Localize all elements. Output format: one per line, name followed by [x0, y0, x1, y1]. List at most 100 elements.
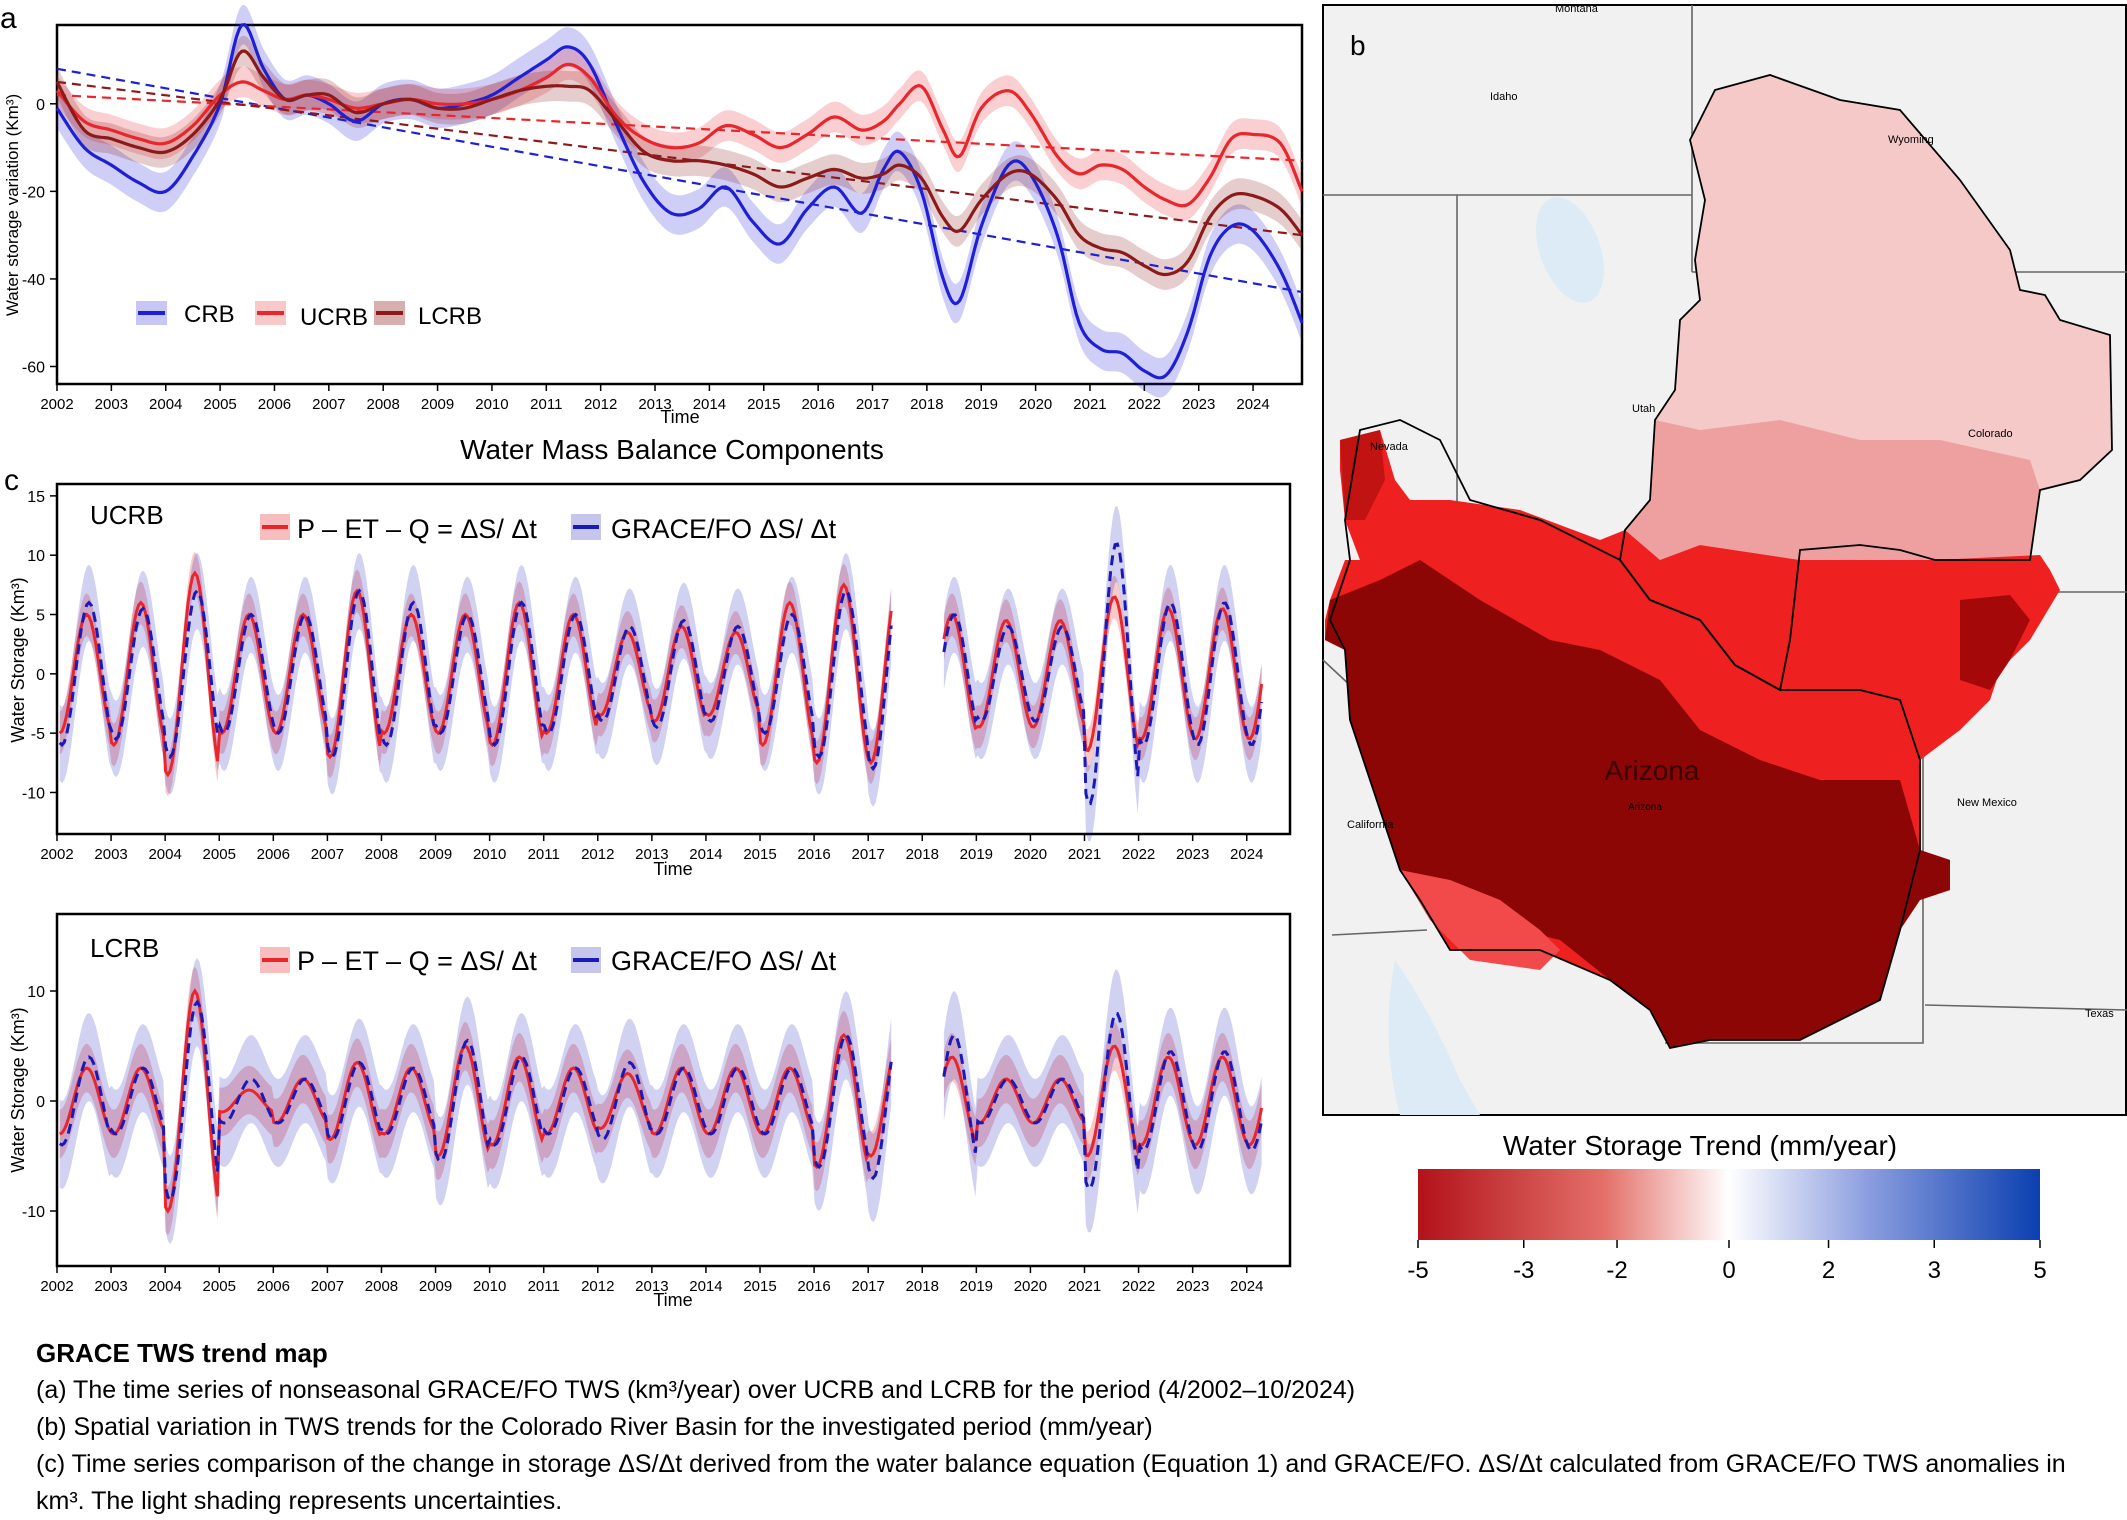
x-tick-label: 2012	[584, 396, 617, 413]
x-tick-label: 2011	[530, 396, 562, 413]
panel-a-letter: a	[0, 2, 17, 35]
map-label-arizona: Arizona	[1605, 755, 1700, 786]
caption-line-a: (a) The time series of nonseasonal GRACE…	[36, 1376, 1356, 1404]
lcrb-name: LCRB	[90, 933, 159, 963]
uncertainty-band	[59, 958, 892, 1244]
x-tick-label: 2013	[635, 1278, 668, 1295]
x-tick-label: 2009	[421, 396, 454, 413]
ucrb-legend: P – ET – Q = ΔS/ Δt GRACE/FO ΔS/ Δt	[260, 514, 837, 544]
ucrb-axes: 2002 2003 2004 2005 2006 2007 2008 2009 2010 2011…	[22, 489, 1264, 863]
y-tick-label: 15	[27, 489, 45, 506]
ucrb-plot	[58, 506, 1264, 842]
trend-line	[56, 93, 1303, 162]
raster-southwest-pink	[1400, 870, 1560, 970]
x-tick-label: 2011	[528, 1278, 560, 1295]
y-tick-label: 0	[36, 97, 45, 114]
x-tick-label: 2005	[203, 1278, 236, 1295]
x-tick-label: 2009	[419, 846, 452, 863]
water-balance-line	[59, 988, 893, 1214]
x-tick-label: 2008	[367, 396, 400, 413]
x-tick-label: 2016	[797, 846, 830, 863]
x-tick-label: 2017	[851, 846, 884, 863]
colorbar-ticks: -5 -3 -2 0 2 3 5	[1407, 1240, 2047, 1284]
panel-b-letter: b	[1350, 30, 1366, 61]
x-tick-label: 2021	[1068, 1278, 1101, 1295]
x-tick-label: 2008	[365, 846, 398, 863]
panel-a-ylabel: Water storage variation (Km³)	[3, 94, 22, 316]
x-tick-label: 2009	[419, 1278, 452, 1295]
panel-c-ucrb: 2002 2003 2004 2005 2006 2007 2008 2009 2010 2011…	[8, 482, 1292, 879]
water-balance-line	[58, 570, 893, 778]
state-label-idaho: Idaho	[1490, 91, 1518, 103]
x-tick-label: 2004	[149, 396, 182, 413]
x-tick-label: 2005	[203, 846, 236, 863]
grace-line	[942, 1011, 1264, 1191]
x-tick-label: 2006	[257, 1278, 290, 1295]
gulf-water	[1388, 960, 1480, 1115]
uncertainty-band-ucrb	[57, 49, 1302, 222]
panel-a-axes: 2002 2003 2004 2005 2006 2007 2008 2009 2010 2011…	[22, 97, 1270, 413]
grace-line	[942, 542, 1264, 806]
lcrb-legend: P – ET – Q = ΔS/ Δt GRACE/FO ΔS/ Δt	[260, 946, 837, 976]
x-tick-label: 2006	[257, 846, 290, 863]
x-tick-label: 2019	[960, 1278, 993, 1295]
panel-b: b Montana Idaho Wyoming Utah Nevada Colo…	[1322, 3, 2127, 1284]
x-tick-label: 2008	[365, 1278, 398, 1295]
uncertainty-band-crb	[57, 5, 1302, 398]
series-line-ucrb	[55, 62, 1304, 208]
colorbar-tick-label: 3	[1928, 1257, 1941, 1284]
x-tick-label: 2005	[203, 396, 236, 413]
x-tick-label: 2013	[638, 396, 671, 413]
legend-crb-band	[136, 301, 167, 325]
colorbar-tick-label: -5	[1407, 1257, 1428, 1284]
x-tick-label: 2022	[1128, 396, 1161, 413]
x-tick-label: 2023	[1176, 846, 1209, 863]
x-tick-label: 2020	[1014, 846, 1047, 863]
x-tick-label: 2011	[528, 846, 560, 863]
raster-ucrb-mid	[1625, 420, 2040, 560]
series-line-lcrb	[55, 49, 1304, 277]
x-tick-label: 2021	[1073, 396, 1106, 413]
raster-east-dark	[1960, 595, 2030, 690]
uncertainty-band	[59, 966, 892, 1236]
colorbar	[1418, 1169, 2040, 1240]
x-tick-label: 2004	[148, 1278, 181, 1295]
y-tick-label: -40	[22, 272, 45, 289]
panel-a-xlabel: Time	[660, 407, 699, 427]
state-label-colorado: Colorado	[1968, 428, 2013, 440]
x-tick-label: 2007	[312, 396, 345, 413]
x-tick-label: 2006	[258, 396, 291, 413]
y-tick-label: 0	[36, 667, 45, 684]
ucrb-legend-red-label: P – ET – Q = ΔS/ Δt	[297, 514, 537, 544]
x-tick-label: 2007	[311, 846, 344, 863]
state-label-wyoming: Wyoming	[1888, 134, 1934, 146]
great-salt-lake	[1536, 197, 1604, 303]
colorbar-tick-label: -3	[1513, 1257, 1534, 1284]
grace-line	[58, 999, 893, 1203]
x-tick-label: 2003	[94, 1278, 127, 1295]
panel-c-title: Water Mass Balance Components	[460, 434, 884, 465]
x-tick-label: 2014	[693, 396, 726, 413]
x-tick-label: 2002	[40, 1278, 73, 1295]
x-tick-label: 2010	[473, 1278, 506, 1295]
panel-c-letter: c	[4, 464, 19, 497]
x-tick-label: 2023	[1182, 396, 1215, 413]
lcrb-frame	[55, 912, 1292, 1268]
colorbar-tick-label: 5	[2033, 1257, 2046, 1284]
x-tick-label: 2017	[851, 1278, 884, 1295]
x-tick-label: 2004	[148, 846, 181, 863]
x-tick-label: 2014	[689, 846, 722, 863]
x-tick-label: 2012	[581, 846, 614, 863]
y-tick-label: 5	[36, 608, 45, 625]
x-tick-label: 2015	[743, 1278, 776, 1295]
x-tick-label: 2018	[906, 1278, 939, 1295]
raster-lcrb-dark	[1325, 560, 1950, 1048]
x-tick-label: 2002	[40, 846, 73, 863]
legend-ucrb-label: UCRB	[300, 304, 368, 331]
lcrb-outline	[1329, 419, 1921, 1050]
x-tick-label: 2012	[581, 1278, 614, 1295]
x-tick-label: 2010	[475, 396, 508, 413]
panel-c-lcrb: 2002 2003 2004 2005 2006 2007 2008 2009 2010 2011…	[8, 912, 1292, 1310]
x-tick-label: 2002	[40, 396, 73, 413]
y-tick-label: -60	[22, 359, 45, 376]
